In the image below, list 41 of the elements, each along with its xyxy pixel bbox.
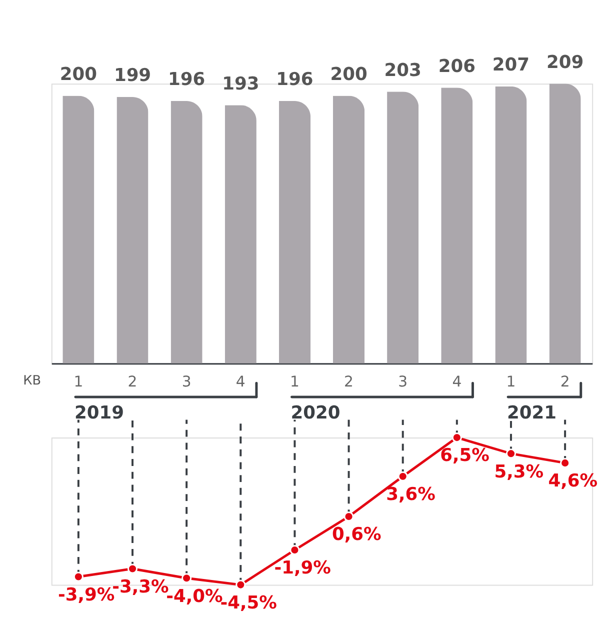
data-label: 6,5% xyxy=(440,445,490,466)
x-tick-label: 2 xyxy=(344,374,354,391)
x-tick-label: 3 xyxy=(398,374,408,391)
point xyxy=(182,573,192,584)
x-tick-label: 2 xyxy=(128,374,138,391)
data-label: -1,9% xyxy=(274,558,332,579)
point xyxy=(73,572,84,582)
point xyxy=(452,432,462,443)
text: 2020 xyxy=(290,402,340,424)
data-label: -4,5% xyxy=(220,592,278,614)
x-tick-label: 4 xyxy=(236,374,246,391)
data-label: 193 xyxy=(222,73,260,94)
x-tick-label: 4 xyxy=(452,374,462,391)
point xyxy=(560,458,570,468)
data-label: 3,6% xyxy=(386,484,436,506)
data-label: 5,3% xyxy=(494,461,544,482)
data-label: 203 xyxy=(384,60,422,81)
x-tick-label: 1 xyxy=(506,374,516,391)
data-label: 199 xyxy=(114,65,152,86)
data-label: 196 xyxy=(168,69,206,90)
data-label: 200 xyxy=(330,64,368,85)
data-label: 200 xyxy=(60,64,97,85)
data-label: 206 xyxy=(438,56,476,77)
point xyxy=(398,471,408,482)
x-tick-label: 3 xyxy=(182,374,192,391)
text: 2019 xyxy=(74,402,124,424)
point xyxy=(290,544,300,556)
x-tick-label: 2 xyxy=(560,374,570,391)
text: 2021 xyxy=(507,402,557,424)
data-label: 207 xyxy=(492,54,530,76)
data-label: 0,6% xyxy=(332,524,382,546)
x-axis-title: КВ xyxy=(23,374,42,389)
x-tick-label: 1 xyxy=(74,374,84,391)
x-tick-label: 1 xyxy=(290,374,300,391)
data-label: 4,6% xyxy=(548,470,598,492)
data-label: 209 xyxy=(546,52,584,73)
point xyxy=(506,448,516,459)
point xyxy=(127,564,138,574)
data-label: 196 xyxy=(276,69,314,90)
point xyxy=(344,512,354,522)
point xyxy=(236,580,246,590)
